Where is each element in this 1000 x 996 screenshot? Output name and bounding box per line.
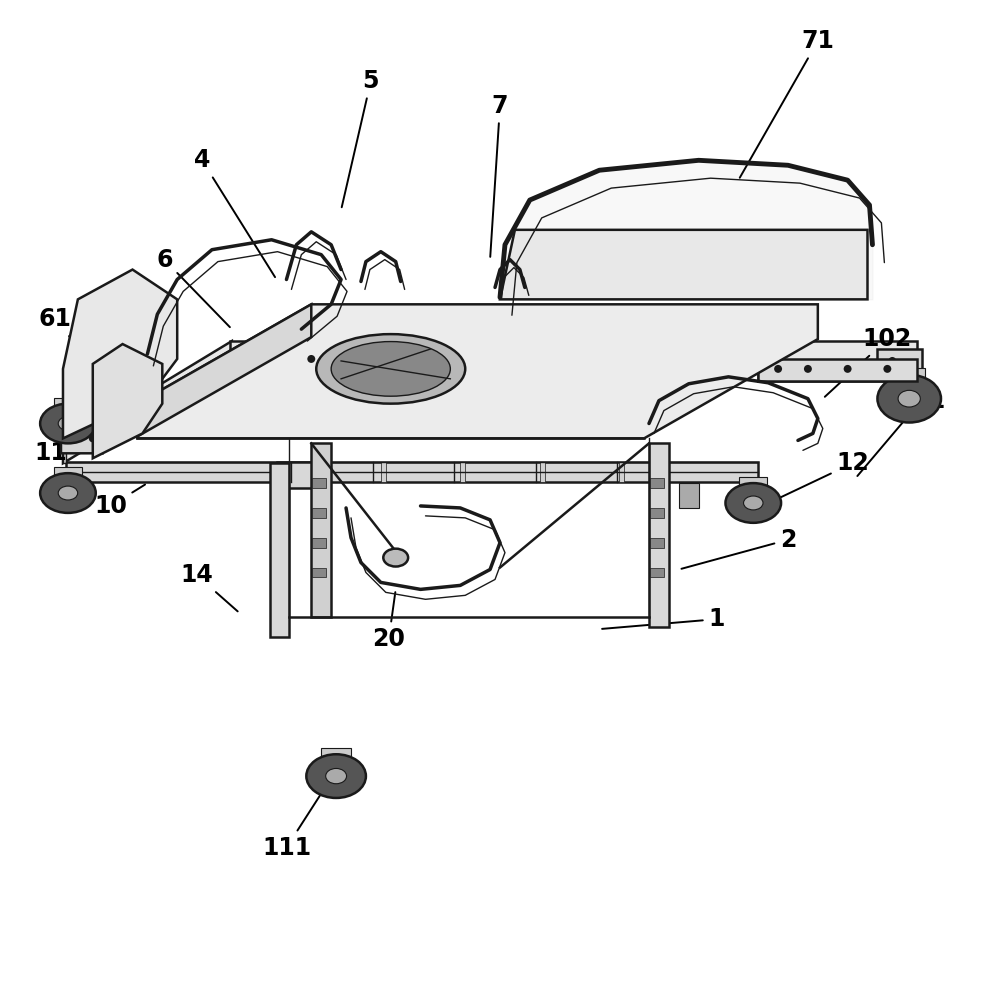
Text: 5: 5: [342, 69, 379, 207]
Polygon shape: [381, 462, 386, 482]
Polygon shape: [619, 462, 624, 482]
Circle shape: [844, 365, 852, 373]
Ellipse shape: [40, 403, 96, 443]
Ellipse shape: [326, 769, 347, 784]
Bar: [321, 748, 351, 765]
Polygon shape: [137, 305, 818, 438]
Polygon shape: [93, 344, 162, 458]
Ellipse shape: [331, 342, 450, 396]
Bar: [312, 568, 326, 578]
Circle shape: [307, 355, 315, 363]
Text: 1: 1: [602, 608, 725, 631]
Polygon shape: [301, 462, 306, 482]
Polygon shape: [137, 305, 311, 436]
Text: 61: 61: [39, 307, 111, 386]
Text: 4: 4: [194, 148, 275, 277]
Text: 111: 111: [262, 781, 330, 860]
Ellipse shape: [877, 374, 941, 422]
Polygon shape: [311, 443, 331, 618]
Polygon shape: [758, 359, 917, 380]
Circle shape: [804, 365, 812, 373]
Bar: [893, 368, 925, 386]
Text: 10: 10: [94, 485, 145, 518]
Text: 7: 7: [490, 94, 508, 257]
Text: 14: 14: [181, 564, 238, 612]
Polygon shape: [540, 462, 545, 482]
Text: 71: 71: [740, 29, 834, 177]
Bar: [650, 538, 664, 548]
Bar: [679, 483, 699, 508]
Ellipse shape: [58, 486, 78, 500]
Bar: [739, 477, 767, 493]
Bar: [650, 508, 664, 518]
Text: 102: 102: [825, 327, 912, 396]
Polygon shape: [230, 341, 917, 361]
Circle shape: [89, 434, 97, 442]
Text: 20: 20: [372, 593, 405, 651]
Polygon shape: [66, 462, 758, 482]
Polygon shape: [877, 349, 922, 374]
Polygon shape: [63, 270, 177, 438]
Polygon shape: [649, 443, 669, 627]
Polygon shape: [63, 341, 232, 463]
Polygon shape: [758, 361, 917, 380]
Polygon shape: [460, 462, 465, 482]
Circle shape: [74, 434, 82, 442]
Text: 6: 6: [156, 248, 230, 327]
Bar: [54, 467, 82, 483]
Circle shape: [888, 357, 896, 365]
Polygon shape: [500, 230, 867, 300]
Ellipse shape: [316, 334, 465, 403]
Bar: [312, 508, 326, 518]
Polygon shape: [270, 463, 289, 637]
Polygon shape: [61, 426, 108, 453]
Circle shape: [774, 365, 782, 373]
Bar: [312, 538, 326, 548]
Polygon shape: [63, 443, 66, 463]
Circle shape: [883, 365, 891, 373]
Polygon shape: [277, 462, 321, 488]
Text: 12: 12: [761, 451, 869, 507]
Bar: [650, 568, 664, 578]
Text: 11: 11: [35, 441, 69, 478]
Ellipse shape: [40, 473, 96, 513]
Ellipse shape: [58, 416, 78, 430]
Ellipse shape: [383, 549, 408, 567]
Text: 2: 2: [681, 528, 796, 569]
Ellipse shape: [744, 496, 763, 510]
Bar: [54, 397, 82, 413]
Ellipse shape: [898, 390, 920, 407]
Bar: [312, 478, 326, 488]
Ellipse shape: [725, 483, 781, 523]
Bar: [650, 478, 664, 488]
Ellipse shape: [306, 754, 366, 798]
Text: 101: 101: [857, 388, 946, 476]
